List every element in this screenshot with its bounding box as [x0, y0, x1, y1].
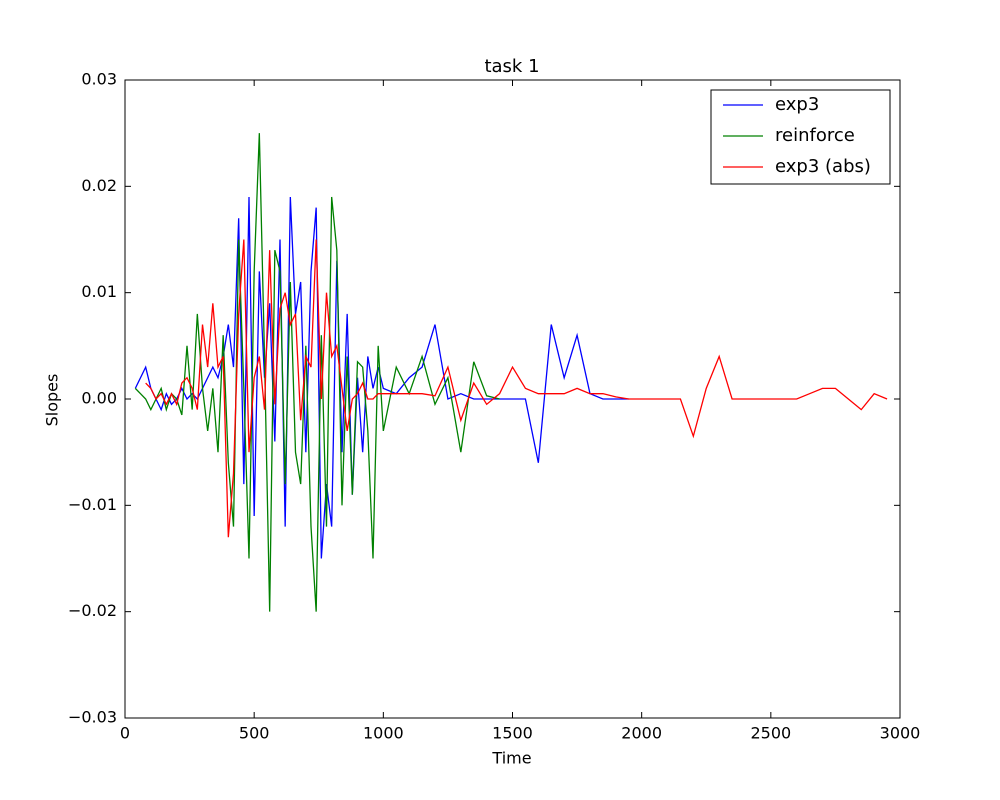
- legend-label: reinforce: [775, 125, 855, 146]
- x-tick-label: 2500: [750, 724, 791, 743]
- x-axis-label: Time: [491, 749, 531, 768]
- x-tick-label: 3000: [880, 724, 921, 743]
- x-tick-label: 2000: [621, 724, 662, 743]
- y-tick-label: 0.03: [81, 70, 117, 89]
- chart-title: task 1: [484, 56, 539, 77]
- y-tick-label: 0.02: [81, 176, 117, 195]
- y-tick-label: 0.00: [81, 389, 117, 408]
- x-tick-label: 1000: [363, 724, 404, 743]
- x-tick-label: 1500: [492, 724, 533, 743]
- y-tick-label: −0.03: [68, 708, 117, 727]
- legend-label: exp3: [775, 94, 819, 115]
- y-tick-label: −0.01: [68, 495, 117, 514]
- series-line: [145, 239, 888, 538]
- legend-label: exp3 (abs): [775, 156, 871, 177]
- plot-frame: [124, 79, 901, 719]
- legend-box: [710, 89, 891, 185]
- x-tick-label: 0: [120, 724, 130, 743]
- y-tick-label: −0.02: [68, 601, 117, 620]
- legend: exp3 reinforce exp3 (abs): [710, 89, 891, 185]
- y-tick-label: 0.01: [81, 282, 117, 301]
- y-axis-label: Slopes: [43, 374, 62, 427]
- x-tick-label: 500: [239, 724, 270, 743]
